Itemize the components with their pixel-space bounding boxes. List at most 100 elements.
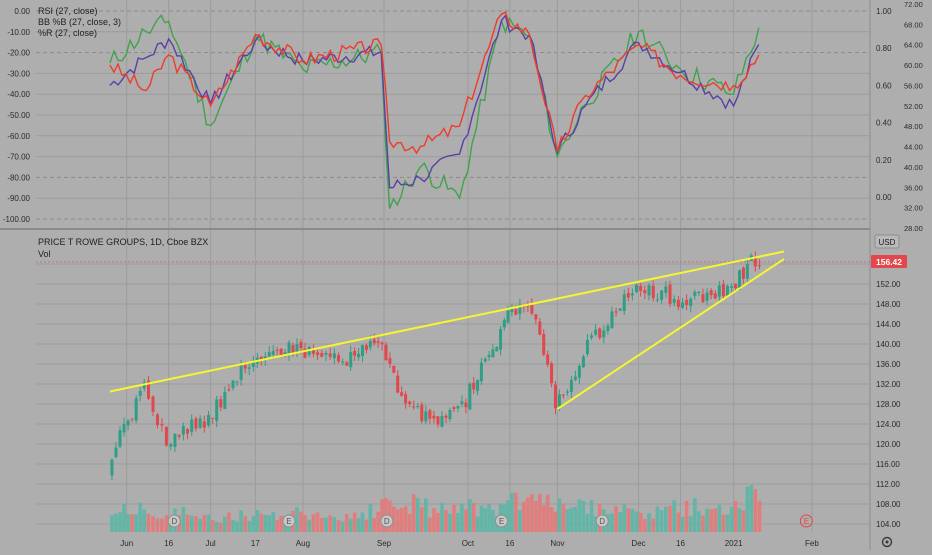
candle-body	[681, 302, 685, 308]
price-tick: 124.00	[876, 420, 901, 429]
volume-bar	[332, 517, 337, 532]
candle-body	[130, 418, 134, 420]
volume-bar	[717, 504, 722, 532]
osc-right-tick-rsi: 36.00	[904, 183, 923, 192]
candle-body	[660, 290, 664, 300]
volume-bar	[319, 518, 324, 532]
osc-left-tick: -30.00	[7, 69, 30, 78]
candle-body	[483, 358, 487, 362]
candle-body	[594, 329, 598, 335]
candle-body	[618, 308, 622, 311]
volume-bar	[491, 509, 495, 532]
price-tick: 120.00	[876, 440, 901, 449]
volume-bar	[545, 494, 550, 532]
osc-left-tick: -40.00	[7, 90, 30, 99]
osc-left-tick: -60.00	[7, 132, 30, 141]
candle-body	[709, 290, 713, 296]
candle-body	[332, 353, 336, 359]
candle-body	[239, 365, 243, 380]
volume-bar	[522, 501, 526, 532]
volume-bar	[530, 494, 534, 532]
volume-bar	[448, 513, 452, 532]
volume-bar	[307, 519, 312, 532]
candle-body	[647, 285, 651, 296]
candle-body	[122, 424, 126, 433]
volume-bar	[194, 516, 198, 532]
x-axis-label: Nov	[550, 539, 564, 548]
volume-bar	[202, 514, 207, 532]
candle-body	[380, 342, 384, 345]
candle-body	[353, 351, 357, 356]
volume-bar	[247, 521, 252, 532]
trendline	[556, 258, 785, 410]
osc-left-tick: -80.00	[7, 173, 30, 182]
event-marker-label: E	[499, 517, 504, 526]
trendlines[interactable]	[109, 250, 785, 410]
candle-body	[689, 298, 693, 307]
candle-body	[275, 349, 279, 351]
candle-body	[726, 285, 730, 297]
volume-bar	[146, 513, 151, 532]
oscillator-series	[109, 11, 760, 209]
candle-body	[207, 415, 211, 426]
volume-bar	[753, 489, 758, 532]
volume-bar	[239, 510, 243, 532]
candle-body	[655, 299, 659, 301]
candle-body	[283, 352, 287, 356]
oscillator-grid	[36, 0, 870, 532]
candle-body	[538, 321, 542, 335]
candle-body	[349, 352, 353, 368]
candle-body	[428, 410, 432, 419]
settings-gear-icon[interactable]	[881, 536, 893, 548]
volume-bar	[506, 500, 510, 532]
volume-bar	[693, 498, 697, 532]
candle-body	[581, 356, 585, 368]
osc-right-tick-bb: 0.80	[876, 44, 892, 53]
currency-button[interactable]: USD	[874, 234, 900, 249]
event-marker	[282, 514, 296, 528]
candle-body	[664, 286, 668, 294]
last-price-value: 156.42	[876, 257, 902, 267]
osc-right-tick-bb: 1.00	[876, 7, 892, 16]
candle-body	[514, 309, 518, 315]
candle-body	[295, 344, 299, 352]
volume-bar	[538, 493, 542, 532]
x-axis-label: 2021	[725, 539, 743, 548]
candle-body	[173, 433, 177, 447]
candle-body	[186, 429, 190, 434]
candle-body	[738, 270, 742, 291]
candle-body	[267, 352, 271, 357]
candle-body	[190, 419, 194, 432]
volume-bar	[279, 515, 283, 532]
candle-body	[546, 354, 550, 365]
candle-body	[110, 459, 114, 476]
candle-body	[734, 284, 738, 288]
candle-body	[376, 341, 380, 343]
volume-bar	[655, 506, 660, 532]
candle-body	[553, 384, 557, 409]
candle-body	[741, 267, 745, 279]
candle-body	[672, 298, 676, 303]
volume-bar	[436, 512, 440, 532]
event-marker	[494, 514, 508, 528]
volume-bar	[757, 500, 762, 532]
candle-body	[448, 410, 452, 420]
bb-percent-b-line	[109, 14, 760, 189]
osc-right-tick-rsi: 44.00	[904, 143, 923, 152]
volume-bar	[227, 512, 231, 532]
volume-bar	[122, 503, 126, 532]
x-axis-label: Aug	[296, 539, 310, 548]
volume-bar	[659, 510, 664, 532]
candle-body	[235, 381, 239, 383]
volume-label: Vol	[38, 249, 51, 259]
price-tick: 140.00	[876, 340, 901, 349]
candle-body	[155, 414, 159, 425]
candle-body	[416, 406, 420, 408]
candle-body	[219, 399, 223, 408]
candle-body	[626, 292, 630, 298]
candle-body	[598, 328, 602, 338]
volume-bar	[468, 498, 472, 532]
volume-bar	[664, 506, 668, 532]
